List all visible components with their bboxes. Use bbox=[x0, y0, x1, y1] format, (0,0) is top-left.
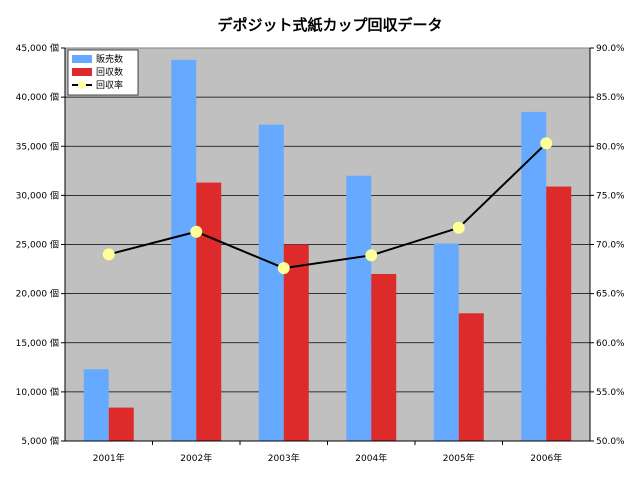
rate-point bbox=[452, 221, 465, 234]
gridlines bbox=[65, 96, 590, 393]
left-tick-label: 25,000 個 bbox=[16, 239, 59, 251]
bar-回収数 bbox=[108, 407, 134, 441]
right-tick-label: 60.0% bbox=[596, 339, 625, 349]
right-tick-label: 55.0% bbox=[596, 388, 625, 398]
bar-販売数 bbox=[521, 111, 547, 442]
bar-販売数 bbox=[83, 369, 109, 441]
left-tick-label: 40,000 個 bbox=[16, 91, 59, 103]
right-tick-label: 80.0% bbox=[596, 142, 625, 152]
left-tick-label: 15,000 個 bbox=[16, 337, 59, 349]
left-tick-label: 10,000 個 bbox=[16, 386, 59, 398]
x-tick-label: 2001年 bbox=[93, 452, 125, 464]
x-tick-label: 2002年 bbox=[180, 452, 212, 464]
bars bbox=[83, 59, 572, 442]
bar-回収数 bbox=[546, 186, 572, 441]
axes: 5,000 個 10,000 個 15,000 個 20,000 個 25,000 個 3… bbox=[16, 42, 625, 464]
x-tick-label: 2006年 bbox=[530, 452, 562, 464]
x-tick-label: 2003年 bbox=[268, 452, 300, 464]
bar-販売数 bbox=[171, 59, 197, 441]
bar-販売数 bbox=[346, 175, 372, 441]
bar-販売数 bbox=[258, 124, 284, 441]
right-tick-label: 85.0% bbox=[596, 93, 625, 103]
rate-line bbox=[108, 142, 547, 270]
left-tick-label: 30,000 個 bbox=[16, 189, 59, 201]
legend-swatch bbox=[72, 68, 92, 76]
bar-回収数 bbox=[371, 273, 397, 441]
bar-販売数 bbox=[433, 243, 459, 441]
left-tick-label: 35,000 個 bbox=[16, 140, 59, 152]
legend-label: 回収数 bbox=[96, 66, 123, 78]
right-tick-label: 90.0% bbox=[596, 44, 625, 54]
left-tick-label: 45,000 個 bbox=[16, 42, 59, 54]
legend-label: 販売数 bbox=[96, 53, 123, 65]
rate-point bbox=[540, 137, 553, 150]
right-tick-label: 70.0% bbox=[596, 241, 625, 251]
legend-marker bbox=[78, 81, 86, 89]
rate-point bbox=[190, 225, 203, 238]
x-tick-label: 2005年 bbox=[443, 452, 475, 464]
bar-回収数 bbox=[283, 244, 309, 441]
rate-point bbox=[365, 249, 378, 262]
left-tick-label: 20,000 個 bbox=[16, 288, 59, 300]
x-tick-label: 2004年 bbox=[355, 452, 387, 464]
legend-label: 回収率 bbox=[96, 79, 123, 91]
legend-swatch bbox=[72, 55, 92, 63]
recovery-rate-line bbox=[102, 137, 553, 275]
rate-point bbox=[277, 262, 290, 275]
left-tick-label: 5,000 個 bbox=[21, 435, 59, 447]
right-tick-label: 50.0% bbox=[596, 437, 625, 447]
right-tick-label: 75.0% bbox=[596, 191, 625, 201]
rate-point bbox=[102, 248, 115, 261]
chart-title: デポジット式紙カップ回収データ bbox=[217, 16, 442, 34]
right-tick-label: 65.0% bbox=[596, 290, 625, 300]
bar-回収数 bbox=[458, 313, 484, 441]
bar-回収数 bbox=[196, 182, 222, 442]
